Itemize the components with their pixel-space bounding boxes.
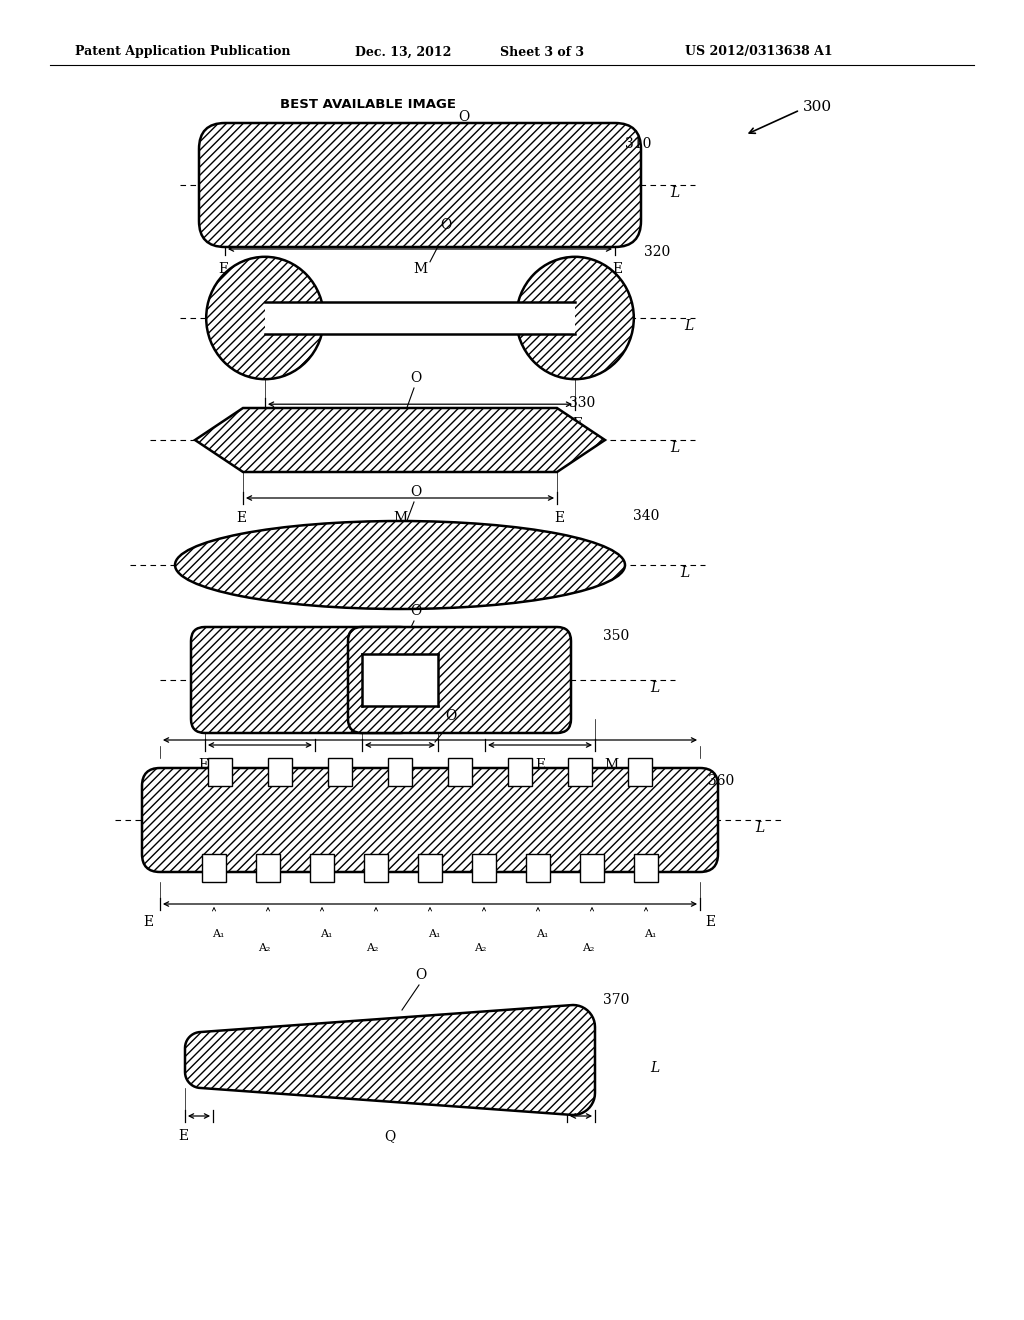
Text: O: O (410, 605, 421, 618)
Polygon shape (185, 1005, 595, 1115)
Text: 300: 300 (803, 100, 833, 114)
Text: A₁: A₁ (536, 929, 548, 939)
Ellipse shape (516, 257, 634, 379)
Polygon shape (195, 408, 605, 473)
Bar (418, 854, 442, 882)
Text: A₁: A₁ (212, 929, 224, 939)
Bar (449, 758, 472, 785)
Bar (310, 854, 334, 882)
FancyBboxPatch shape (142, 768, 718, 873)
Text: US 2012/0313638 A1: US 2012/0313638 A1 (685, 45, 833, 58)
Text: A₂: A₂ (258, 942, 270, 953)
Text: BEST AVAILABLE IMAGE: BEST AVAILABLE IMAGE (280, 99, 456, 111)
Text: E: E (612, 261, 622, 276)
Text: E: E (218, 261, 228, 276)
Text: Q: Q (384, 1129, 395, 1143)
Bar (362, 653, 438, 706)
Text: L: L (650, 1061, 659, 1074)
Bar (208, 758, 232, 785)
Text: Patent Application Publication: Patent Application Publication (75, 45, 291, 58)
Text: A₁: A₁ (644, 929, 656, 939)
FancyBboxPatch shape (191, 627, 414, 733)
Text: O: O (415, 968, 426, 982)
Text: O: O (410, 371, 421, 385)
FancyBboxPatch shape (199, 123, 641, 247)
Text: O: O (445, 709, 457, 723)
Text: E: E (143, 915, 153, 929)
Ellipse shape (206, 257, 324, 379)
Text: M: M (393, 758, 408, 772)
Text: L: L (670, 186, 679, 201)
Text: E: E (705, 915, 715, 929)
Ellipse shape (175, 521, 625, 609)
Text: 330: 330 (569, 396, 595, 411)
Bar (526, 854, 550, 882)
Text: O: O (440, 218, 452, 232)
Bar (628, 758, 652, 785)
Bar (256, 854, 280, 882)
Text: A₁: A₁ (319, 929, 332, 939)
Bar (472, 854, 496, 882)
Text: 360: 360 (708, 774, 734, 788)
Text: E: E (236, 511, 246, 525)
Text: E: E (178, 1129, 188, 1143)
Text: M: M (413, 417, 427, 432)
Bar (364, 854, 388, 882)
FancyBboxPatch shape (348, 627, 571, 733)
Text: 370: 370 (603, 993, 630, 1007)
Text: L: L (650, 681, 659, 696)
Bar (580, 854, 604, 882)
Text: E: E (535, 758, 545, 772)
Text: E: E (572, 417, 582, 432)
Text: L: L (680, 566, 689, 579)
Text: A₂: A₂ (366, 942, 378, 953)
Text: 350: 350 (603, 630, 630, 643)
Bar (508, 758, 532, 785)
Text: 340: 340 (633, 510, 659, 523)
Bar (265, 302, 575, 334)
Text: O: O (458, 110, 469, 124)
Bar (388, 758, 412, 785)
Text: L: L (684, 319, 693, 333)
Text: A₂: A₂ (474, 942, 486, 953)
Bar (568, 758, 592, 785)
Text: E: E (258, 417, 268, 432)
Bar (268, 758, 292, 785)
Text: 320: 320 (644, 244, 670, 259)
Text: L: L (670, 441, 679, 455)
Text: E: E (198, 758, 208, 772)
Text: A₁: A₁ (428, 929, 440, 939)
Text: M: M (393, 511, 408, 525)
Text: L: L (755, 821, 764, 836)
Text: O: O (410, 484, 421, 499)
Text: Sheet 3 of 3: Sheet 3 of 3 (500, 45, 584, 58)
Text: Dec. 13, 2012: Dec. 13, 2012 (355, 45, 452, 58)
Text: 310: 310 (625, 137, 651, 150)
Text: E: E (554, 511, 564, 525)
Bar (202, 854, 226, 882)
Bar (328, 758, 352, 785)
Bar (634, 854, 658, 882)
Text: A₂: A₂ (582, 942, 594, 953)
Text: M: M (604, 758, 618, 772)
Text: M: M (413, 261, 427, 276)
